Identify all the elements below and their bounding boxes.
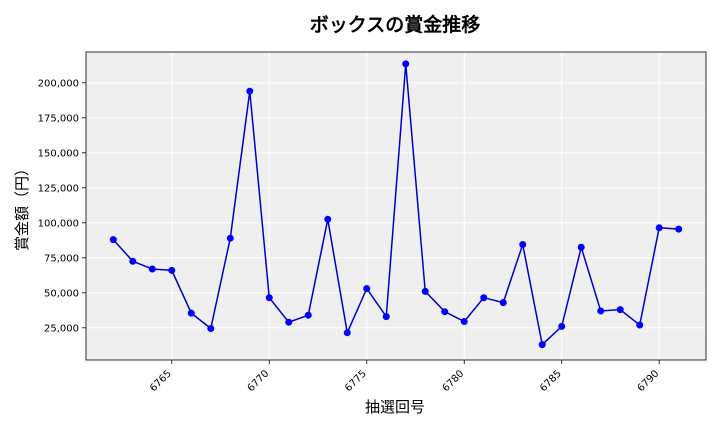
y-tick-label: 175,000 (38, 113, 79, 124)
data-point (460, 318, 468, 325)
y-tick-label: 150,000 (38, 148, 79, 159)
x-tick-label: 6775 (343, 368, 369, 394)
y-tick-label: 100,000 (38, 218, 79, 229)
y-tick-label: 200,000 (38, 78, 79, 89)
data-point (265, 294, 273, 302)
plot-area: 25,000 50,000 75,000 100,000 125,000 150,000 1… (38, 51, 707, 394)
data-point (324, 215, 332, 223)
data-point (558, 322, 566, 330)
data-point (304, 311, 312, 319)
y-tick-label: 25,000 (44, 323, 79, 334)
x-tick-label: 6780 (441, 368, 467, 394)
data-point (655, 224, 663, 232)
y-axis-label: 賞金額（円） (13, 161, 31, 251)
chart-title: ボックスの賞金推移 (310, 13, 480, 36)
plot-frame (85, 51, 707, 361)
data-point (226, 234, 234, 242)
data-point (382, 313, 390, 321)
data-point (187, 309, 195, 317)
data-point (616, 306, 624, 314)
x-tick-label: 6765 (148, 368, 174, 394)
y-tick-label: 75,000 (44, 253, 79, 264)
data-point (480, 294, 488, 302)
y-tick-label: 50,000 (44, 288, 79, 299)
data-point (499, 299, 507, 307)
plot-background (86, 52, 706, 360)
data-point (402, 60, 410, 68)
x-tick-label: 6790 (636, 368, 662, 394)
x-tick-label: 6770 (246, 368, 272, 394)
data-point (207, 325, 215, 332)
data-point (285, 318, 293, 326)
series-line (112, 63, 679, 347)
x-tick-label: 6785 (538, 368, 564, 394)
data-point (597, 307, 605, 315)
data-point (343, 329, 351, 337)
data-point (129, 257, 137, 265)
data-point (577, 243, 585, 251)
data-point (538, 341, 546, 349)
data-point (441, 308, 449, 316)
data-point (148, 265, 156, 273)
data-point (168, 266, 176, 274)
data-point (109, 236, 117, 244)
y-tick-label: 125,000 (38, 183, 79, 194)
data-point (246, 87, 254, 95)
data-point (636, 321, 644, 329)
data-point (363, 285, 371, 293)
data-point (421, 287, 429, 295)
data-point (519, 241, 527, 248)
x-axis-label: 抽選回号 (365, 398, 425, 416)
data-point (675, 225, 683, 233)
